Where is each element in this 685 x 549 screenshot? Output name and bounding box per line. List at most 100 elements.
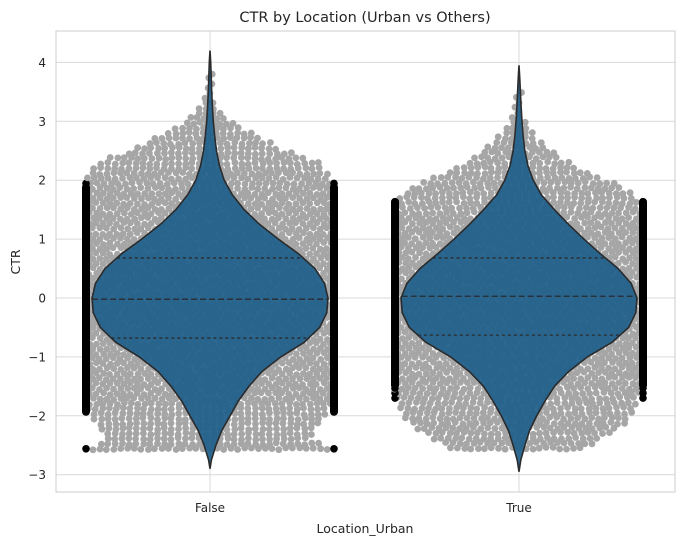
swarm-point (313, 370, 321, 378)
swarm-point (128, 179, 136, 187)
swarm-point (303, 170, 311, 178)
swarm-point (182, 435, 189, 442)
swarm-point (224, 149, 232, 157)
swarm-point (426, 215, 434, 223)
swarm-point (89, 446, 97, 454)
swarm-point (100, 370, 108, 377)
swarm-point (320, 210, 328, 218)
swarm-point (118, 165, 125, 173)
swarm-point (282, 365, 290, 373)
swarm-point (426, 234, 434, 242)
swarm-point (141, 400, 149, 408)
swarm-point (163, 180, 171, 188)
swarm-point (258, 150, 266, 158)
swarm-point (446, 235, 454, 243)
swarm-point (213, 115, 221, 122)
swarm-point (626, 245, 633, 253)
swarm-point (167, 441, 175, 448)
swarm-point (110, 396, 117, 404)
swarm-point (570, 445, 577, 452)
swarm-point (460, 385, 468, 393)
swarm-point (605, 189, 613, 197)
swarm-point (436, 219, 444, 227)
swarm-point (568, 394, 576, 402)
swarm-point (119, 421, 127, 428)
swarm-point (310, 170, 318, 178)
swarm-point (151, 195, 158, 203)
swarm-point (252, 436, 260, 444)
swarm-point (151, 445, 158, 453)
swarm-point (172, 130, 180, 138)
swarm-point (594, 359, 602, 367)
swarm-point (443, 415, 451, 423)
swarm-point (436, 240, 444, 248)
swarm-point (564, 428, 572, 436)
swarm-point (470, 415, 478, 422)
swarm-point (93, 179, 101, 187)
swarm-point (179, 124, 187, 132)
swarm-point (119, 404, 127, 412)
swarm-point (155, 190, 163, 198)
swarm-point (480, 190, 488, 198)
swarm-point (465, 435, 473, 443)
swarm-point (595, 210, 602, 218)
swarm-point (546, 184, 553, 192)
swarm-point (299, 240, 307, 248)
swarm-point (601, 185, 609, 193)
swarm-point (110, 345, 117, 352)
swarm-point (182, 145, 190, 153)
swarm-point (220, 125, 227, 133)
swarm-point (596, 204, 604, 212)
swarm-point (439, 194, 446, 202)
swarm-point (292, 390, 300, 398)
swarm-point (113, 221, 120, 228)
swarm-point (422, 415, 430, 423)
swarm-point (255, 170, 263, 178)
swarm-point (443, 230, 451, 238)
swarm-point (116, 355, 124, 363)
swarm-point (494, 149, 502, 157)
swarm-point (313, 360, 320, 368)
swarm-point (453, 190, 460, 198)
swarm-point (306, 189, 314, 197)
swarm-point (273, 164, 281, 172)
swarm-point (433, 224, 440, 232)
swarm-point (148, 190, 156, 198)
swarm-point (455, 400, 463, 408)
swarm-point (294, 416, 302, 424)
swarm-point (141, 145, 149, 153)
swarm-point (103, 170, 111, 178)
swarm-point (245, 426, 253, 433)
swarm-point (425, 355, 433, 363)
swarm-point (285, 190, 293, 198)
swarm-point (549, 405, 557, 413)
swarm-point (460, 164, 468, 172)
swarm-point (100, 180, 108, 188)
swarm-point (486, 174, 494, 182)
swarm-point (258, 191, 266, 198)
swarm-point (550, 435, 558, 443)
swarm-point (93, 209, 101, 217)
swarm-point (570, 429, 578, 437)
swarm-point (271, 400, 279, 407)
y-tick-label: 2 (38, 174, 46, 188)
swarm-point (629, 369, 636, 377)
swarm-point (577, 375, 585, 383)
swarm-point (238, 436, 245, 444)
swarm-point (589, 180, 597, 188)
swarm-point (429, 369, 437, 377)
swarm-point (437, 390, 445, 398)
swarm-point (186, 170, 193, 178)
swarm-point (287, 165, 295, 173)
swarm-point (281, 150, 288, 158)
swarm-point (307, 406, 315, 413)
swarm-point (138, 170, 145, 177)
swarm-point (414, 425, 422, 433)
swarm-point (501, 160, 509, 168)
swarm-point (126, 370, 134, 378)
swarm-point (230, 144, 238, 151)
swarm-point (461, 169, 468, 177)
swarm-point (223, 441, 231, 448)
swarm-point (572, 420, 579, 428)
